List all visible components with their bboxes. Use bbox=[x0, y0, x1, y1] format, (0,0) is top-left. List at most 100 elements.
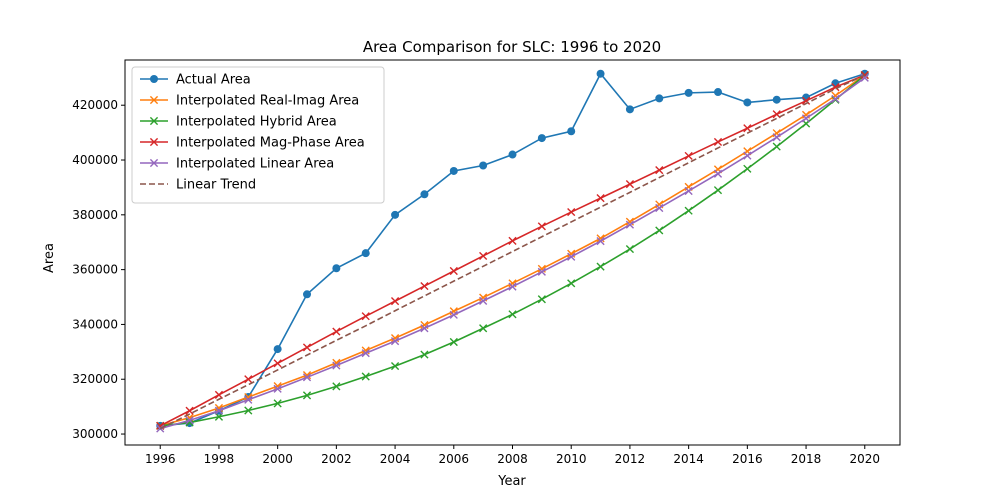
data-point bbox=[537, 295, 546, 304]
data-point bbox=[596, 262, 605, 271]
series-6 bbox=[159, 74, 866, 430]
data-point bbox=[655, 203, 664, 213]
data-point bbox=[684, 151, 693, 161]
data-point bbox=[537, 134, 546, 143]
x-tick-label: 2020 bbox=[849, 452, 880, 466]
legend-item: Linear Trend bbox=[140, 178, 256, 193]
x-tick-label: 2016 bbox=[732, 452, 763, 466]
data-point bbox=[772, 95, 781, 104]
data-point bbox=[332, 361, 341, 370]
y-tick-label: 300000 bbox=[72, 427, 118, 441]
legend-marker bbox=[150, 75, 158, 83]
data-point bbox=[596, 237, 605, 246]
data-point bbox=[449, 337, 458, 347]
legend-item: Interpolated Mag-Phase Area bbox=[140, 136, 365, 151]
data-point bbox=[743, 164, 752, 173]
data-point bbox=[273, 359, 282, 368]
legend-item: Interpolated Real-Imag Area bbox=[140, 94, 359, 109]
legend-label: Linear Trend bbox=[176, 178, 256, 193]
data-point bbox=[743, 124, 752, 133]
data-point bbox=[596, 194, 605, 203]
y-tick-label: 340000 bbox=[72, 317, 118, 331]
data-point bbox=[244, 395, 253, 404]
legend-marker bbox=[149, 95, 159, 105]
data-point bbox=[361, 349, 370, 358]
legend-item: Interpolated Linear Area bbox=[140, 157, 334, 172]
data-point bbox=[625, 180, 635, 189]
data-point bbox=[772, 133, 781, 142]
data-point bbox=[479, 296, 488, 305]
legend-label: Interpolated Mag-Phase Area bbox=[176, 136, 365, 151]
data-point bbox=[508, 310, 517, 319]
data-point bbox=[743, 151, 752, 160]
data-point bbox=[537, 222, 546, 231]
legend-item: Interpolated Hybrid Area bbox=[140, 115, 337, 130]
data-point bbox=[713, 186, 723, 195]
data-point bbox=[302, 373, 312, 382]
legend-label: Interpolated Hybrid Area bbox=[176, 115, 337, 130]
data-point bbox=[479, 324, 488, 333]
plot-area: 1996 1998 2000 2002 2004 2006 2008 2010 2012 2014… bbox=[72, 59, 901, 466]
x-tick-label: 2006 bbox=[439, 452, 470, 466]
data-point bbox=[449, 310, 458, 319]
data-point bbox=[684, 88, 693, 97]
data-point bbox=[214, 412, 224, 421]
x-tick-label: 2014 bbox=[673, 452, 704, 466]
legend-box bbox=[131, 66, 385, 204]
data-point bbox=[537, 267, 546, 276]
data-point bbox=[860, 70, 869, 80]
data-point bbox=[743, 98, 752, 107]
data-point bbox=[390, 297, 400, 306]
x-tick-label: 1998 bbox=[204, 452, 235, 466]
data-point bbox=[713, 137, 723, 147]
data-point bbox=[625, 105, 634, 114]
data-point bbox=[185, 416, 194, 425]
y-tick-label: 420000 bbox=[72, 98, 118, 112]
data-point bbox=[508, 150, 517, 159]
x-tick-label: 2004 bbox=[380, 452, 411, 466]
data-point bbox=[302, 343, 312, 352]
data-point bbox=[508, 282, 517, 291]
data-point bbox=[390, 337, 400, 346]
series-5 bbox=[156, 73, 869, 433]
x-tick-label: 2000 bbox=[262, 452, 293, 466]
data-point bbox=[508, 236, 517, 245]
y-tick-label: 320000 bbox=[72, 372, 118, 386]
data-point bbox=[625, 220, 635, 229]
data-point bbox=[185, 406, 194, 415]
data-point bbox=[361, 312, 370, 321]
y-tick-label: 400000 bbox=[72, 153, 118, 167]
x-tick-label: 2010 bbox=[556, 452, 587, 466]
legend-marker bbox=[149, 137, 159, 147]
legend-item: Actual Area bbox=[140, 73, 251, 88]
legend-marker bbox=[149, 116, 159, 126]
x-tick-label: 2012 bbox=[615, 452, 646, 466]
data-point bbox=[391, 210, 400, 219]
data-point bbox=[567, 279, 576, 288]
data-point bbox=[244, 375, 253, 384]
y-axis-label: Area bbox=[42, 243, 57, 273]
x-axis-label: Year bbox=[497, 474, 526, 489]
data-point bbox=[332, 382, 341, 391]
data-point bbox=[361, 249, 370, 258]
y-tick-label: 360000 bbox=[72, 263, 118, 277]
data-point bbox=[420, 190, 429, 199]
data-point bbox=[684, 206, 693, 215]
data-point bbox=[567, 127, 576, 136]
x-tick-label: 2008 bbox=[497, 452, 528, 466]
data-point bbox=[244, 406, 253, 415]
data-point bbox=[772, 142, 781, 151]
data-point bbox=[156, 424, 165, 433]
data-point bbox=[596, 234, 605, 243]
data-point bbox=[273, 384, 282, 393]
data-point bbox=[596, 69, 605, 78]
data-point bbox=[302, 391, 312, 400]
x-tick-label: 1996 bbox=[145, 452, 176, 466]
data-point bbox=[273, 345, 282, 354]
data-point bbox=[303, 290, 312, 299]
data-point bbox=[332, 327, 341, 336]
data-point bbox=[361, 372, 370, 381]
legend-marker bbox=[149, 158, 159, 168]
x-tick-label: 2002 bbox=[321, 452, 352, 466]
